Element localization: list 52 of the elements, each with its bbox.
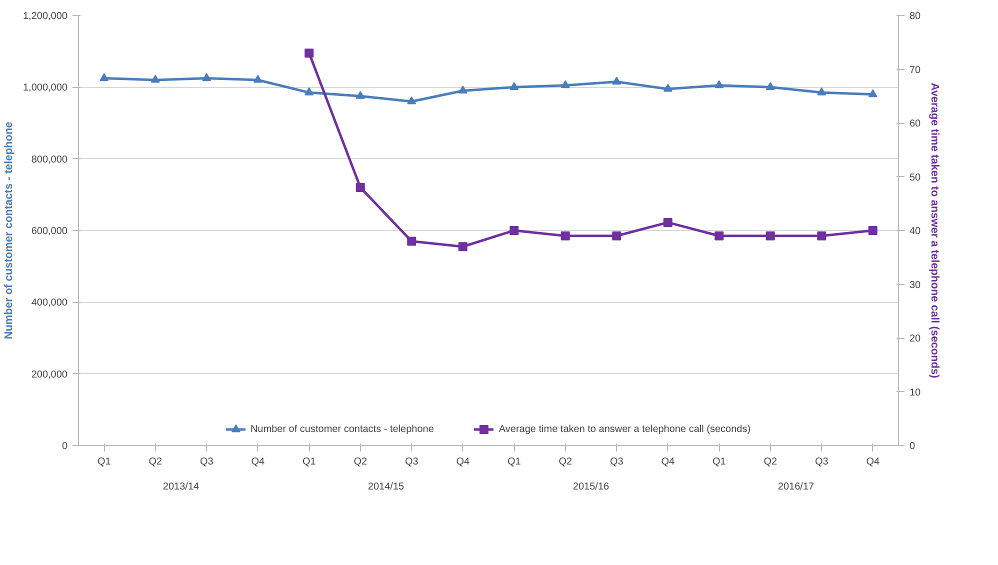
point — [663, 218, 672, 227]
text: 2014/15 — [368, 482, 405, 492]
x-tick-label: Q1 — [97, 456, 112, 468]
point — [612, 231, 622, 240]
x-tick-label: Q1 — [302, 456, 316, 468]
x-tick-label: Q4 — [456, 456, 470, 468]
y-tick-label: 1,200,000 — [23, 11, 68, 22]
x-tick-label: Q3 — [200, 456, 214, 468]
y2-tick-label: 50 — [910, 172, 922, 184]
y2-axis-title: Average time taken to answer a telephone call (seconds) — [928, 82, 941, 379]
point — [356, 183, 365, 192]
x-tick-label: Q2 — [558, 456, 572, 468]
y-tick-label: 800,000 — [31, 154, 68, 166]
point — [560, 231, 570, 240]
x-tick-label: Q2 — [148, 456, 162, 468]
point — [510, 226, 519, 235]
y-tick-label: 200,000 — [31, 369, 68, 380]
legend-label: Average time taken to answer a telephone call (seconds) — [498, 424, 751, 434]
x-tick-label: Q1 — [712, 456, 726, 468]
y2-tick-label: 10 — [910, 387, 922, 398]
point — [714, 231, 724, 240]
y-tick-label: 400,000 — [31, 298, 68, 309]
y2-tick-label: 60 — [910, 118, 922, 130]
x-tick-label: Q2 — [764, 456, 778, 468]
y-tick-label: 0 — [62, 441, 68, 452]
y2-tick-label: 0 — [910, 441, 916, 452]
x-tick-label: Q3 — [404, 456, 419, 468]
text: 2015/16 — [572, 482, 610, 492]
x-tick-label: Q4 — [661, 456, 675, 468]
point — [304, 48, 314, 58]
x-tick-label: Q3 — [814, 456, 829, 468]
point — [766, 231, 775, 240]
x-tick-label: Q1 — [507, 456, 522, 468]
point — [817, 231, 826, 240]
legend-label: Number of customer contacts - telephone — [250, 424, 434, 434]
x-tick-label: Q2 — [354, 456, 368, 468]
y2-tick-label: 30 — [910, 280, 922, 291]
point — [458, 242, 468, 252]
point — [868, 226, 878, 235]
y2-tick-label: 80 — [910, 11, 922, 22]
y-tick-label: 1,000,000 — [23, 82, 68, 94]
x-tick-label: Q4 — [866, 456, 880, 468]
x-tick-label: Q4 — [251, 456, 265, 468]
text: 2013/14 — [162, 482, 200, 492]
point — [407, 236, 416, 246]
text: 2016/17 — [778, 482, 815, 492]
y-tick-label: 600,000 — [31, 226, 68, 237]
y2-tick-label: 20 — [910, 334, 922, 344]
y2-tick-label: 40 — [910, 226, 922, 237]
y-axis-title: Number of customer contacts - telephone — [3, 122, 16, 340]
y2-tick-label: 70 — [910, 64, 922, 76]
x-tick-label: Q3 — [610, 456, 624, 468]
